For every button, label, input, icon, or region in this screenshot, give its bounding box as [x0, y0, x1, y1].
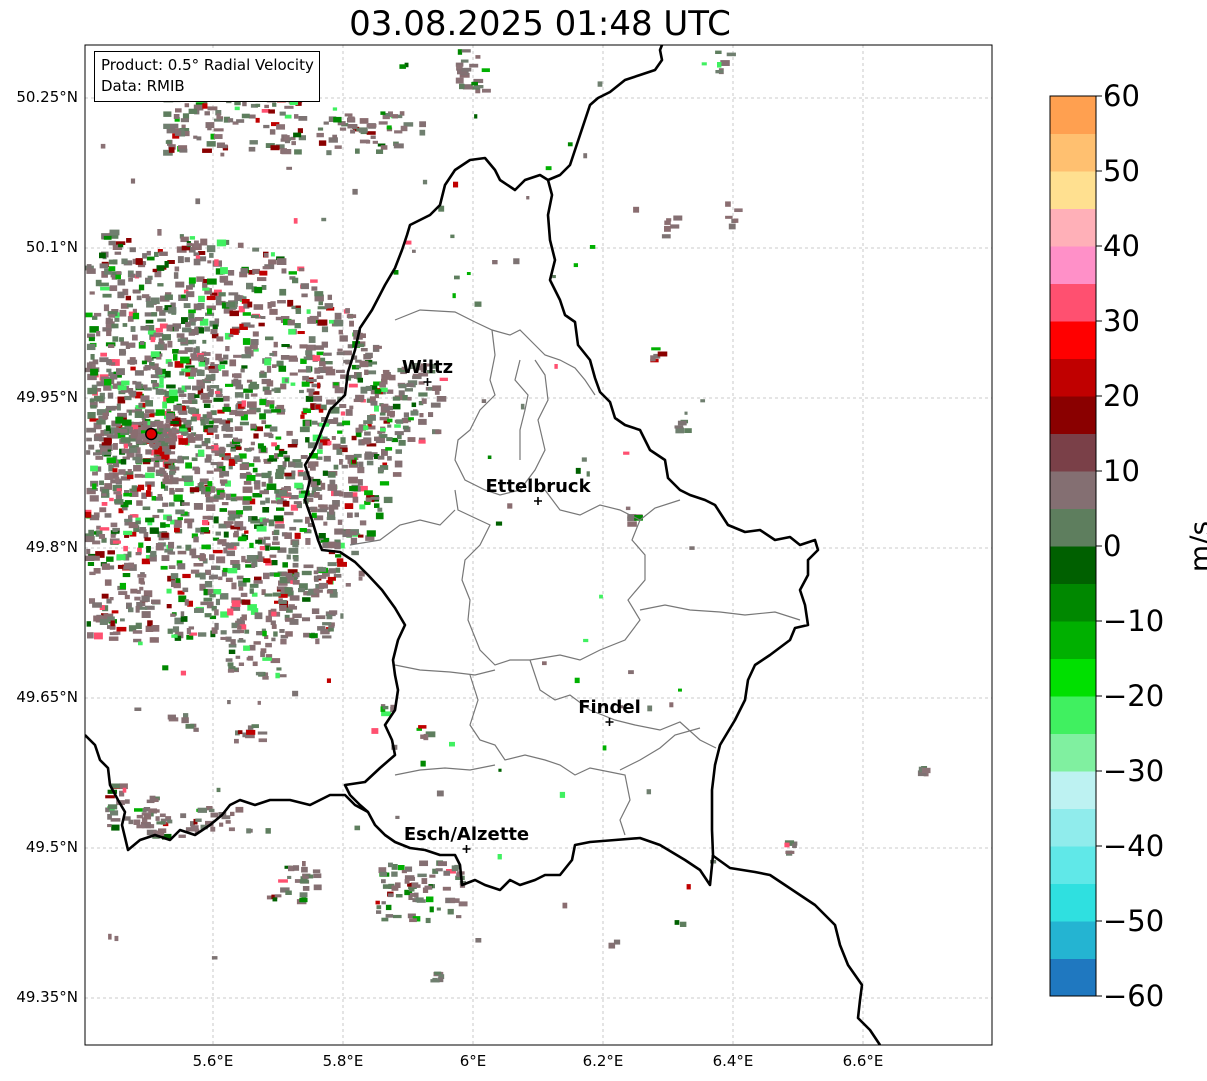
colorbar-segment — [1050, 133, 1096, 172]
city-marker-icon — [534, 497, 542, 505]
colorbar-tick-label: −20 — [1103, 679, 1165, 713]
colorbar-tick-label: 40 — [1103, 229, 1140, 263]
lat-tick-label: 49.65°N — [16, 688, 78, 706]
colorbar-segment — [1050, 246, 1096, 284]
colorbar-segment — [1050, 283, 1096, 322]
city-markers: Wiltz Ettelbruck Findel Esch/Alzette — [402, 357, 641, 853]
colorbar-tick-label: 20 — [1103, 379, 1140, 413]
colorbar-segment — [1050, 96, 1096, 134]
lat-tick-label: 49.5°N — [25, 838, 78, 856]
lon-tick-label: 5.6°E — [192, 1052, 234, 1070]
colorbar-tick-label: 0 — [1103, 529, 1122, 563]
product-info-box: Product: 0.5° Radial Velocity Data: RMIB — [94, 51, 320, 102]
colorbar-segment — [1050, 321, 1096, 359]
city-label: Ettelbruck — [485, 476, 591, 497]
lon-tick-label: 5.8°E — [322, 1052, 364, 1070]
lat-tick-label: 49.35°N — [16, 988, 78, 1006]
colorbar-segment — [1050, 171, 1096, 209]
country-borders — [85, 45, 882, 1045]
colorbar-segment — [1050, 658, 1096, 697]
colorbar-segment — [1050, 471, 1096, 509]
lat-tick-label: 50.1°N — [25, 238, 78, 256]
gridlines — [85, 45, 992, 1045]
colorbar-tick-label: −60 — [1103, 979, 1165, 1013]
colorbar-tick-label: 50 — [1103, 154, 1140, 188]
city-label: Esch/Alzette — [404, 824, 529, 845]
colorbar-segment — [1050, 696, 1096, 734]
colorbar-segment — [1050, 771, 1096, 809]
colorbar-segment — [1050, 583, 1096, 622]
colorbar-tick-label: −10 — [1103, 604, 1165, 638]
lat-tick-label: 50.25°N — [16, 88, 78, 106]
lat-tick-label: 49.8°N — [25, 538, 78, 556]
colorbar — [1049, 95, 1102, 997]
colorbar-tick-label: −30 — [1103, 754, 1165, 788]
city-label: Wiltz — [402, 357, 453, 378]
plot-frame — [84, 44, 993, 1046]
colorbar-segment — [1050, 546, 1096, 584]
radar-site-marker[interactable] — [145, 427, 158, 441]
city-marker-icon — [605, 718, 614, 726]
colorbar-segment — [1050, 508, 1096, 547]
colorbar-tick-label: −40 — [1103, 829, 1165, 863]
colorbar-segment — [1050, 358, 1096, 397]
lon-tick-label: 6.6°E — [842, 1052, 884, 1070]
lat-tick-label: 49.95°N — [16, 388, 78, 406]
colorbar-tick-label: −50 — [1103, 904, 1165, 938]
colorbar-segment — [1050, 433, 1096, 472]
lon-tick-label: 6.4°E — [712, 1052, 754, 1070]
colorbar-tick-label: 30 — [1103, 304, 1140, 338]
colorbar-segment — [1050, 733, 1096, 772]
colorbar-unit-label: m/s — [1183, 520, 1207, 573]
colorbar-segment — [1050, 921, 1096, 959]
city-marker-icon — [462, 845, 471, 853]
colorbar-segment — [1050, 883, 1096, 922]
city-marker-icon — [423, 378, 432, 386]
lon-tick-label: 6.2°E — [582, 1052, 624, 1070]
colorbar-segment — [1050, 621, 1096, 659]
canton-boundaries — [349, 309, 801, 836]
chart-title: 03.08.2025 01:48 UTC — [349, 4, 731, 44]
colorbar-tick-label: 60 — [1103, 79, 1140, 113]
lon-tick-label: 6°E — [459, 1052, 487, 1070]
colorbar-segment — [1050, 808, 1096, 847]
colorbar-segment — [1050, 958, 1096, 997]
colorbar-tick-label: 10 — [1103, 454, 1140, 488]
radar-dot-icon[interactable] — [145, 427, 158, 441]
colorbar-segment — [1050, 396, 1096, 434]
colorbar-segment — [1050, 208, 1096, 247]
data-source-label: Data: RMIB — [101, 77, 185, 95]
product-label: Product: 0.5° Radial Velocity — [101, 56, 314, 74]
city-label: Findel — [578, 697, 641, 718]
colorbar-segment — [1050, 846, 1096, 884]
